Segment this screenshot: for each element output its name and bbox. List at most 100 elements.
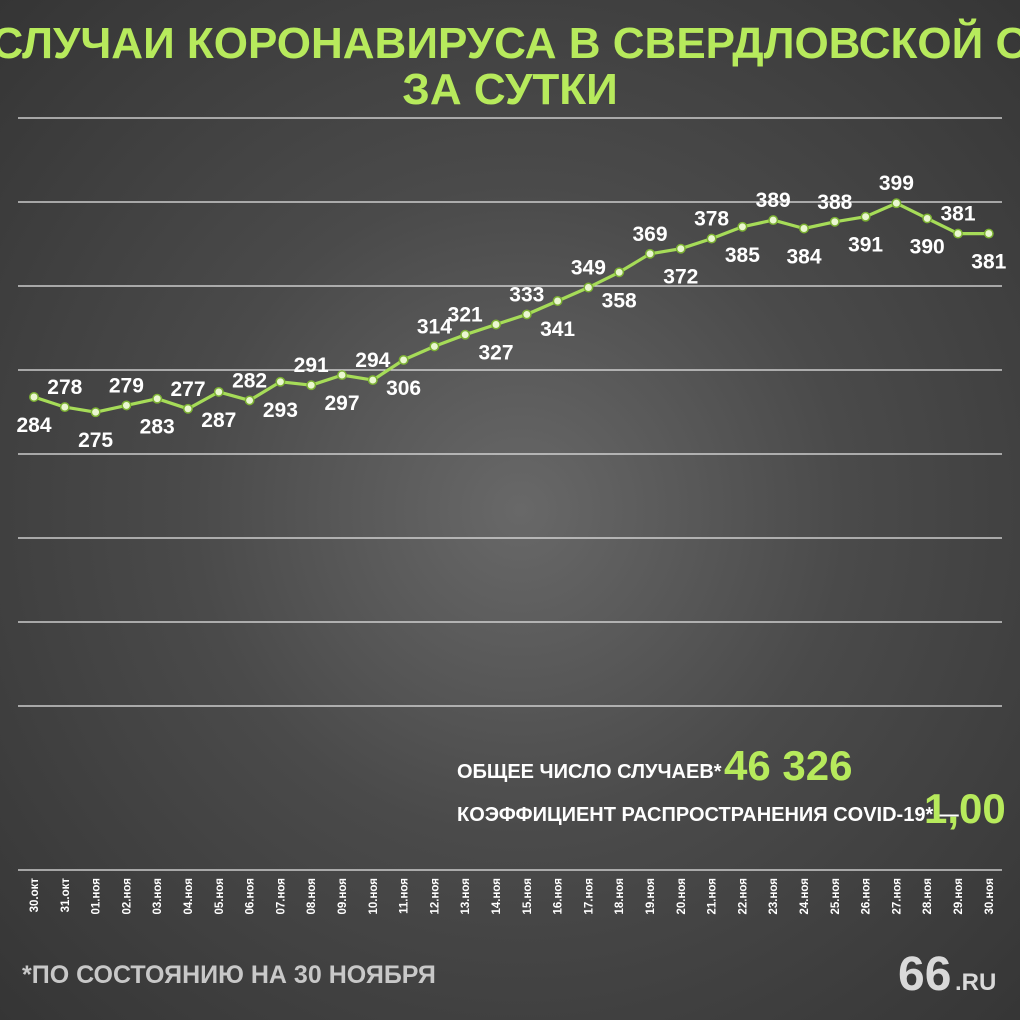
data-point (29, 392, 39, 402)
x-tick-label: 17.ноя (583, 878, 595, 915)
x-tick-label: 03.ноя (152, 878, 164, 915)
site-logo: 66 .RU (898, 948, 996, 1001)
data-point (614, 267, 625, 278)
data-label: 358 (602, 289, 637, 312)
r-coefficient-label: КОЭФФИЦИЕНТ РАСПРОСТРАНЕНИЯ COVID-19* — (457, 804, 959, 826)
data-label: 284 (16, 414, 51, 437)
data-point (491, 319, 501, 330)
x-tick-label: 30.ноя (984, 878, 996, 915)
x-tick-label: 27.ноя (891, 878, 903, 915)
data-label: 341 (540, 318, 575, 341)
data-label: 399 (879, 172, 914, 195)
data-label: 327 (478, 342, 513, 365)
x-tick-label: 07.ноя (275, 878, 287, 915)
data-label: 372 (663, 266, 698, 289)
x-tick-label: 12.ноя (429, 878, 441, 915)
x-tick-label: 09.ноя (337, 878, 349, 915)
x-tick-label: 04.ноя (183, 878, 195, 915)
data-point (460, 329, 471, 340)
total-cases-label: ОБЩЕЕ ЧИСЛО СЛУЧАЕВ* — (457, 761, 747, 783)
x-tick-label: 21.ноя (707, 878, 719, 915)
x-tick-label: 29.ноя (953, 878, 965, 915)
data-point (429, 341, 440, 352)
x-tick-label: 10.ноя (368, 878, 380, 915)
data-label: 293 (263, 399, 298, 422)
data-point (90, 407, 101, 418)
x-tick-label: 25.ноя (830, 878, 842, 915)
summary-block: ОБЩЕЕ ЧИСЛО СЛУЧАЕВ* — 46 326 КОЭФФИЦИЕН… (457, 742, 1006, 832)
x-tick-label: 26.ноя (861, 878, 873, 915)
data-point (768, 215, 779, 226)
data-point (552, 296, 563, 306)
data-label: 385 (725, 244, 760, 267)
r-coefficient-value: 1,00 (924, 785, 1006, 832)
data-label: 388 (817, 191, 852, 214)
data-point (398, 354, 409, 365)
data-point (922, 213, 933, 224)
data-label: 391 (848, 234, 883, 257)
data-label: 278 (47, 376, 82, 399)
data-point (829, 216, 840, 227)
x-tick-label: 13.ноя (460, 878, 472, 915)
data-point (152, 393, 163, 404)
data-point (306, 380, 317, 391)
footnote: *ПО СОСТОЯНИЮ НА 30 НОЯБРЯ (22, 961, 436, 989)
data-point (891, 198, 902, 209)
data-label: 306 (386, 377, 421, 400)
logo-suffix: .RU (955, 969, 996, 996)
data-label: 381 (940, 203, 975, 226)
x-tick-label: 14.ноя (491, 878, 503, 915)
data-label: 287 (201, 409, 236, 432)
data-point (645, 248, 655, 259)
data-label: 369 (632, 223, 667, 246)
x-tick-label: 18.ноя (614, 878, 626, 915)
data-label: 384 (786, 246, 821, 269)
data-point (737, 221, 748, 232)
x-tick-label: 22.ноя (737, 878, 749, 915)
x-tick-label: 20.ноя (676, 878, 688, 915)
data-label: 389 (756, 189, 791, 212)
data-point (275, 376, 286, 387)
series-line (33, 201, 989, 414)
gridlines (18, 117, 1002, 871)
data-label: 277 (170, 378, 205, 401)
data-point (367, 375, 378, 386)
data-label: 333 (509, 283, 544, 306)
data-point (244, 395, 255, 406)
x-tick-labels: 30.окт 31.окт 01.ноя 02.ноя 03.ноя 04.ноя 05.н… (29, 878, 996, 915)
x-tick-label: 31.окт (60, 878, 72, 913)
data-label: 275 (78, 429, 113, 452)
data-point (799, 223, 809, 234)
x-tick-label: 06.ноя (245, 878, 257, 915)
logo-number: 66 (898, 948, 951, 1001)
data-label: 321 (448, 304, 483, 327)
data-point (675, 243, 686, 254)
data-point (583, 282, 594, 293)
data-point (953, 228, 963, 239)
data-point (860, 211, 871, 222)
data-label: 381 (971, 251, 1006, 274)
data-label: 390 (910, 235, 945, 258)
data-label: 291 (294, 354, 329, 377)
chart-title: НОВЫЕ СЛУЧАИ КОРОНАВИРУСА В СВЕРДЛОВСКОЙ… (0, 17, 1020, 68)
data-point (521, 309, 532, 320)
data-label: 349 (571, 257, 606, 280)
x-tick-label: 30.окт (29, 878, 41, 913)
data-point (706, 233, 717, 244)
x-tick-label: 23.ноя (768, 878, 780, 915)
x-tick-label: 08.ноя (306, 878, 318, 915)
data-point (59, 402, 70, 413)
x-tick-label: 28.ноя (922, 878, 934, 915)
series-group: 284 278 275 279 283 277 287 282 293 291 297 294 306 3… (16, 172, 1006, 452)
x-tick-label: 02.ноя (121, 878, 133, 915)
x-tick-label: 24.ноя (799, 878, 811, 915)
total-cases-value: 46 326 (724, 742, 852, 789)
data-label: 297 (324, 392, 359, 415)
data-label: 314 (417, 315, 452, 338)
data-point (213, 386, 224, 397)
data-label: 378 (694, 208, 729, 231)
x-tick-label: 19.ноя (645, 878, 657, 915)
x-tick-label: 05.ноя (214, 878, 226, 915)
data-label: 294 (355, 349, 390, 372)
